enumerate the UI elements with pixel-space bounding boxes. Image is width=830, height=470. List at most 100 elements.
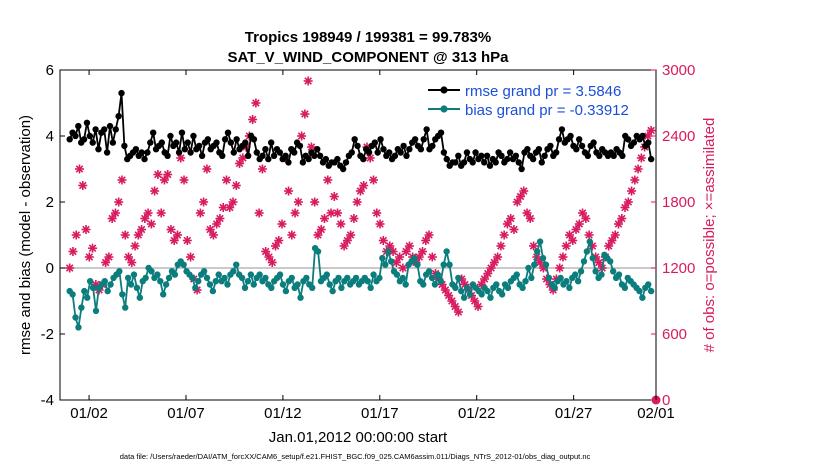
rmse-point <box>492 159 499 166</box>
rmse-point <box>250 136 258 143</box>
rmse-point <box>619 152 626 159</box>
rmse-point <box>518 165 525 173</box>
rmse-point <box>138 149 145 156</box>
bias-point <box>165 274 173 282</box>
obs-point <box>398 263 408 273</box>
rmse-point <box>89 139 96 146</box>
rmse-point <box>452 159 459 166</box>
obs-point <box>568 236 578 245</box>
rmse-point <box>276 149 284 156</box>
bias-point <box>338 284 345 291</box>
obs-point <box>506 214 516 223</box>
obs-point <box>228 197 238 207</box>
obs-point <box>254 208 264 218</box>
bias-point <box>107 281 114 288</box>
bias-point <box>566 284 573 291</box>
bias-point <box>446 261 453 268</box>
rmse-point <box>230 149 237 156</box>
bias-point <box>536 238 544 245</box>
rmse-point <box>354 142 361 150</box>
obs-point <box>231 181 241 190</box>
obs-point <box>88 243 98 253</box>
obs-point <box>636 153 646 163</box>
bias-point <box>393 271 401 278</box>
obs-point <box>270 241 280 251</box>
bias-point <box>288 274 295 282</box>
legend-bias-marker <box>440 105 448 113</box>
obs-point <box>303 76 313 86</box>
legend-bias: bias grand pr = -0.33912 <box>465 102 629 119</box>
obs-point <box>483 269 493 278</box>
bias-point <box>533 248 541 255</box>
bias-point <box>647 287 655 295</box>
obs-point <box>372 208 382 218</box>
bias-point <box>75 324 82 331</box>
obs-point <box>306 142 316 152</box>
rmse-point <box>267 139 275 146</box>
bias-point <box>639 294 646 301</box>
bias-point <box>574 278 582 285</box>
rmse-point <box>351 136 358 143</box>
obs-point <box>65 263 75 273</box>
obs-point <box>519 186 529 196</box>
rmse-point <box>504 155 511 163</box>
bias-point <box>69 291 76 298</box>
chart-title: Tropics 198949 / 199381 = 99.783% <box>245 29 491 46</box>
rmse-point <box>529 155 537 163</box>
bias-point <box>133 284 141 291</box>
y-left-tick-label: -4 <box>41 392 54 409</box>
obs-point <box>199 197 209 207</box>
rmse-point <box>403 152 410 159</box>
obs-point <box>120 230 130 240</box>
bias-point <box>221 274 228 282</box>
rmse-point <box>555 136 563 143</box>
rmse-point <box>647 155 655 163</box>
rmse-point <box>322 155 330 163</box>
rmse-point <box>83 119 91 127</box>
rmse-point <box>524 146 531 153</box>
bias-point <box>504 284 512 291</box>
obs-point <box>150 186 160 196</box>
bias-point <box>376 274 383 282</box>
obs-point <box>627 186 637 196</box>
obs-point <box>555 263 565 273</box>
rmse-point <box>316 152 324 159</box>
rmse-point <box>417 146 425 153</box>
obs-point <box>257 164 267 174</box>
rmse-point <box>204 136 212 143</box>
rmse-point <box>386 149 393 156</box>
obs-point <box>323 175 333 185</box>
rmse-point <box>106 122 114 130</box>
bias-point <box>458 287 465 295</box>
bias-point <box>539 254 547 262</box>
obs-point <box>146 219 156 229</box>
bias-point <box>268 284 275 291</box>
bias-point <box>557 274 564 282</box>
y-left-tick-label: 4 <box>46 128 54 145</box>
obs-point <box>248 115 258 124</box>
bias-point <box>238 274 246 282</box>
rmse-point <box>75 122 82 130</box>
bias-point <box>297 294 304 301</box>
rmse-point <box>112 126 119 133</box>
bias-point <box>399 274 406 282</box>
obs-point <box>368 175 378 185</box>
bias-point <box>209 287 217 295</box>
bias-point <box>212 278 219 285</box>
bias-point <box>200 268 208 275</box>
bias-point <box>493 281 500 288</box>
bias-point <box>326 281 333 288</box>
obs-point <box>297 131 307 141</box>
bias-point <box>364 278 371 285</box>
obs-point <box>610 230 620 240</box>
obs-point <box>355 186 365 196</box>
obs-point <box>352 197 362 207</box>
obs-point <box>473 302 483 311</box>
rmse-point <box>420 136 427 143</box>
bias-point <box>148 268 155 275</box>
bias-point <box>81 287 88 295</box>
rmse-point <box>423 126 430 133</box>
obs-point <box>558 252 568 262</box>
bias-point <box>452 284 459 291</box>
obs-point <box>166 225 176 234</box>
